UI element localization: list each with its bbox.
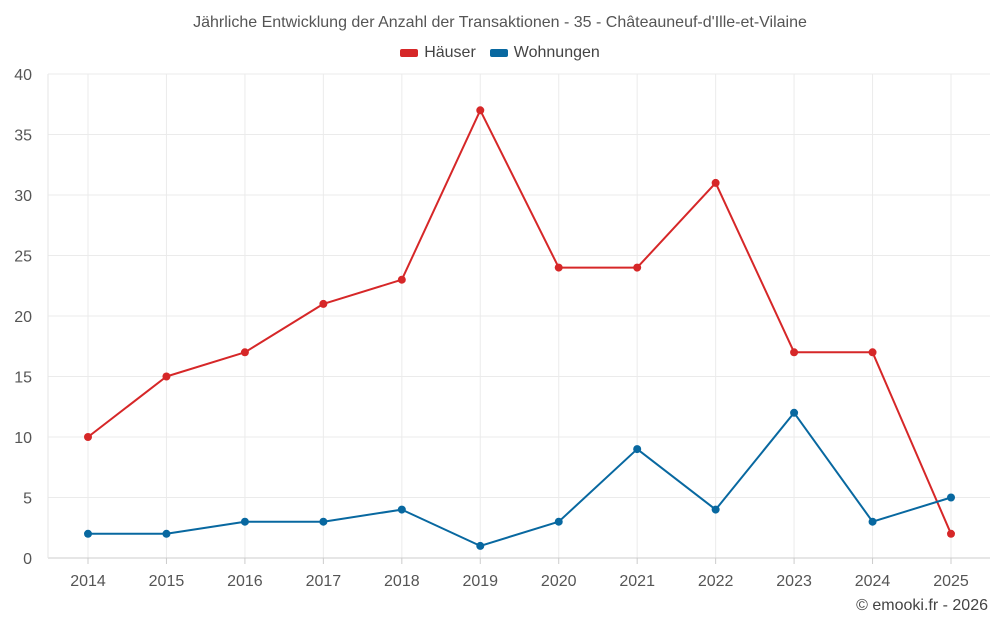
data-point-wohnungen bbox=[240, 517, 249, 526]
legend-item-haeuser[interactable]: Häuser bbox=[400, 44, 476, 62]
data-point-wohnungen bbox=[554, 517, 563, 526]
data-point-wohnungen bbox=[947, 493, 955, 502]
series-line-haeuser bbox=[87, 109, 952, 535]
legend-label-wohnungen: Wohnungen bbox=[513, 44, 600, 61]
data-point-haeuser bbox=[397, 275, 406, 284]
data-point-haeuser bbox=[240, 348, 249, 357]
y-tick-label: 0 bbox=[23, 551, 32, 568]
y-tick-label: 5 bbox=[23, 491, 32, 508]
data-point-wohnungen bbox=[319, 517, 328, 526]
data-point-wohnungen bbox=[868, 517, 877, 526]
x-tick-label: 2023 bbox=[776, 573, 812, 590]
legend-item-wohnungen[interactable]: Wohnungen bbox=[489, 44, 600, 62]
legend-swatch-wohnungen bbox=[489, 49, 508, 57]
y-tick-label: 15 bbox=[14, 370, 32, 387]
series-line-wohnungen bbox=[88, 411, 952, 547]
data-point-haeuser bbox=[554, 263, 563, 272]
y-tick-label: 25 bbox=[14, 249, 32, 266]
x-tick-label: 2018 bbox=[384, 573, 420, 590]
data-point-wohnungen bbox=[476, 541, 485, 550]
y-tick-label: 35 bbox=[14, 128, 32, 145]
x-tick-label: 2020 bbox=[541, 573, 577, 590]
y-tick-label: 40 bbox=[14, 67, 32, 84]
data-point-haeuser bbox=[711, 178, 720, 187]
x-tick-label: 2025 bbox=[933, 573, 969, 590]
legend-label-haeuser: Häuser bbox=[424, 44, 476, 61]
data-point-haeuser bbox=[162, 372, 171, 381]
data-point-wohnungen bbox=[790, 408, 799, 417]
y-tick-label: 30 bbox=[14, 188, 32, 205]
x-tick-label: 2024 bbox=[855, 573, 891, 590]
x-tick-label: 2016 bbox=[227, 573, 263, 590]
data-point-wohnungen bbox=[633, 445, 642, 454]
data-point-haeuser bbox=[476, 106, 485, 115]
data-point-haeuser bbox=[319, 299, 328, 308]
y-tick-label: 20 bbox=[14, 309, 32, 326]
chart-title: Jährliche Entwicklung der Anzahl der Tra… bbox=[193, 14, 807, 31]
data-point-haeuser bbox=[790, 348, 799, 357]
data-point-wohnungen bbox=[84, 529, 92, 538]
credit-text: © emooki.fr - 2026 bbox=[856, 597, 988, 614]
x-tick-label: 2014 bbox=[70, 573, 106, 590]
x-tick-label: 2022 bbox=[698, 573, 734, 590]
data-point-haeuser bbox=[947, 529, 955, 538]
data-point-haeuser bbox=[868, 348, 877, 357]
data-point-wohnungen bbox=[711, 505, 720, 514]
data-point-haeuser bbox=[633, 263, 642, 272]
data-point-wohnungen bbox=[397, 505, 406, 514]
data-point-wohnungen bbox=[162, 529, 171, 538]
x-tick-label: 2015 bbox=[149, 573, 185, 590]
legend: Häuser Wohnungen bbox=[0, 44, 1000, 62]
data-point-haeuser bbox=[84, 433, 92, 441]
x-tick-label: 2021 bbox=[619, 573, 655, 590]
legend-swatch-haeuser bbox=[400, 49, 419, 57]
x-tick-label: 2017 bbox=[306, 573, 342, 590]
y-tick-label: 10 bbox=[14, 430, 32, 447]
x-tick-label: 2019 bbox=[462, 573, 498, 590]
